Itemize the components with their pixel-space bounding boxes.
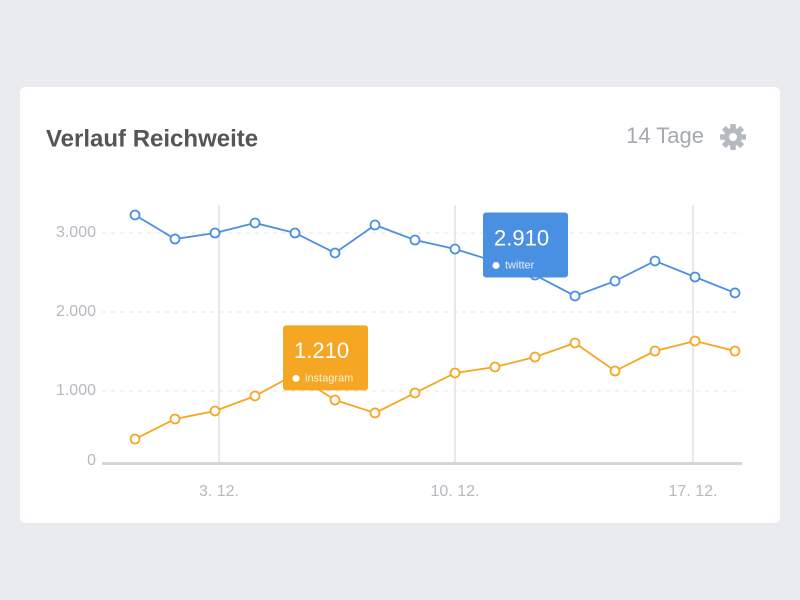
- settings-icon[interactable]: [720, 124, 746, 150]
- tooltip-dot: [492, 261, 500, 269]
- title: Verlauf Reichweite: [46, 125, 258, 152]
- x-tick-label: 10. 12.: [431, 483, 480, 500]
- data-point: [649, 255, 661, 267]
- x-tick-label: 3. 12.: [199, 483, 239, 500]
- data-point: [209, 405, 221, 417]
- card: [20, 87, 780, 523]
- data-point: [209, 227, 221, 239]
- data-point: [689, 271, 701, 283]
- data-point: [129, 209, 141, 221]
- data-point: [569, 337, 581, 349]
- data-point: [409, 387, 421, 399]
- tooltip-series: twitter: [505, 259, 535, 271]
- range-selector[interactable]: 14 Tage: [626, 123, 704, 148]
- data-point: [489, 361, 501, 373]
- data-point: [369, 407, 381, 419]
- series-line: [134, 340, 736, 440]
- y-tick-label: 0: [87, 452, 96, 469]
- series-line: [134, 214, 736, 297]
- data-point: [289, 227, 301, 239]
- tooltip-value: 2.910: [494, 225, 549, 250]
- tooltip-box: [283, 325, 368, 391]
- data-point: [729, 287, 741, 299]
- data-point: [249, 217, 261, 229]
- tooltip-dot: [292, 374, 300, 382]
- data-point: [369, 219, 381, 231]
- x-tick-label: 17. 12.: [669, 483, 718, 500]
- y-tick-label: 1.000: [56, 382, 96, 399]
- data-point: [329, 247, 341, 259]
- data-point: [529, 351, 541, 363]
- tooltip-series: instagram: [305, 372, 353, 384]
- data-point: [249, 390, 261, 402]
- tooltip-box: [483, 212, 568, 278]
- data-point: [409, 234, 421, 246]
- data-point: [449, 367, 461, 379]
- tooltip: 2.910 twitter: [483, 212, 568, 278]
- data-point: [649, 345, 661, 357]
- y-tick-label: 3.000: [56, 224, 96, 241]
- data-point: [169, 233, 181, 245]
- data-point: [329, 394, 341, 406]
- data-point: [609, 275, 621, 287]
- y-tick-label: 2.000: [56, 303, 96, 320]
- data-point: [569, 290, 581, 302]
- data-point: [689, 335, 701, 347]
- data-point: [449, 243, 461, 255]
- tooltip: 1.210 instagram: [283, 325, 368, 391]
- data-point: [609, 365, 621, 377]
- tooltip-value: 1.210: [294, 338, 349, 363]
- data-point: [169, 413, 181, 425]
- data-point: [729, 345, 741, 357]
- data-point: [129, 433, 141, 445]
